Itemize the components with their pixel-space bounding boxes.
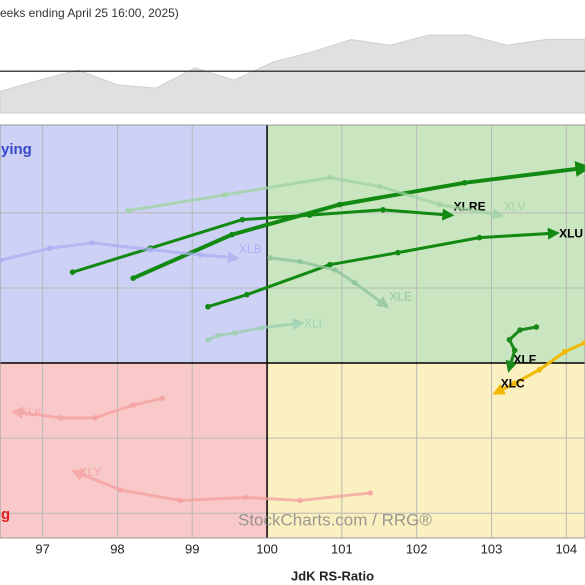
tail-line <box>0 241 240 264</box>
tail-point <box>267 255 273 261</box>
area <box>0 34 585 114</box>
x-tick-label: 98 <box>110 541 124 556</box>
tail-point <box>327 174 333 181</box>
series-label: XLV <box>504 199 526 213</box>
series-label: XLI <box>304 316 322 330</box>
tail-line <box>126 176 505 220</box>
x-tick-label: 97 <box>35 541 49 556</box>
tail-point <box>511 380 518 387</box>
tail-point <box>351 279 358 286</box>
tail-point <box>47 245 53 251</box>
quadrant-label: g <box>1 506 10 523</box>
tail-point <box>89 240 95 246</box>
tail-point <box>562 348 568 355</box>
tail-point <box>511 347 518 354</box>
tail-point <box>117 487 124 493</box>
tail-point <box>297 497 303 504</box>
x-tick-label: 102 <box>406 541 428 556</box>
tail-point <box>395 249 401 256</box>
tail-line <box>71 469 372 502</box>
tail-point <box>0 257 4 263</box>
tail-point <box>147 246 154 253</box>
tail-point <box>159 395 166 402</box>
series-label: XLF <box>513 352 536 366</box>
tail-point <box>244 291 250 298</box>
tail-point <box>533 324 540 330</box>
tail-point <box>222 192 228 198</box>
tail-point <box>506 336 513 343</box>
tail-point <box>232 330 238 336</box>
series-label: XLK <box>20 405 43 419</box>
quadrant <box>0 363 268 538</box>
x-tick-label: 101 <box>331 541 353 556</box>
tail-point <box>476 234 483 241</box>
watermark: StockCharts.com / RRG® <box>238 510 432 529</box>
series-label: XLB <box>239 242 262 256</box>
tail-point <box>130 275 136 281</box>
quadrant-label: ying <box>1 141 32 158</box>
tail-line <box>71 208 455 274</box>
tail-point <box>130 402 136 408</box>
tail-point <box>229 231 235 238</box>
tail-point <box>259 324 265 331</box>
tail-point <box>239 216 246 223</box>
tail-point <box>336 201 343 208</box>
tail-point <box>177 497 184 504</box>
tail-point <box>536 366 543 373</box>
tail-point <box>205 336 211 343</box>
quadrant <box>267 363 585 538</box>
tail-point <box>377 183 383 190</box>
x-tick-label: 100 <box>256 541 278 556</box>
tail-point <box>332 267 338 273</box>
tail-point <box>205 303 211 310</box>
series-label: XLE <box>389 289 412 303</box>
tail-point <box>125 207 131 214</box>
series-label: XLY <box>80 465 102 479</box>
series-label: XLC <box>501 376 525 390</box>
quadrant <box>0 125 268 364</box>
tail-point <box>242 494 249 501</box>
tail-point <box>297 258 303 265</box>
tail-point <box>582 339 585 346</box>
x-tick-label: 99 <box>185 541 199 556</box>
tail-point <box>69 269 76 275</box>
x-tick-label: 103 <box>481 541 503 556</box>
tail-line <box>206 227 560 309</box>
tail-point <box>57 415 64 421</box>
tail-point <box>517 327 523 333</box>
tail-point <box>380 207 386 213</box>
x-tick-label: 104 <box>555 541 577 556</box>
quadrant <box>267 125 585 364</box>
x-axis-label: JdK RS-Ratio <box>291 568 374 583</box>
tail-point <box>92 415 98 421</box>
series-label: XLU <box>559 226 583 240</box>
tail-point <box>367 490 374 496</box>
chart-title: eeks ending April 25 16:00, 2025) <box>0 6 179 20</box>
tail-point <box>461 180 468 186</box>
tail-point <box>197 252 204 258</box>
tail-point <box>437 201 443 208</box>
tail-point <box>327 261 333 268</box>
tail-point <box>215 332 222 339</box>
plot-border <box>0 124 585 539</box>
